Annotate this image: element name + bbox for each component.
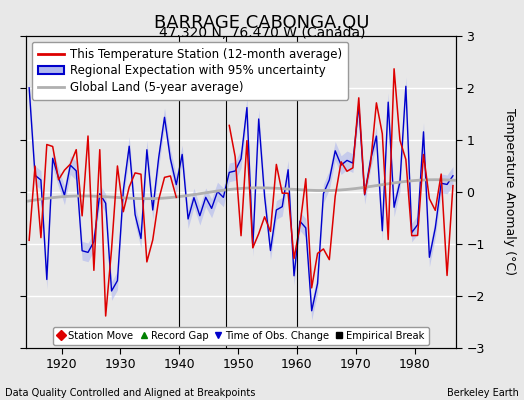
Legend: Station Move, Record Gap, Time of Obs. Change, Empirical Break: Station Move, Record Gap, Time of Obs. C… xyxy=(53,326,429,344)
Text: BARRAGE CABONGA,QU: BARRAGE CABONGA,QU xyxy=(154,14,370,32)
Text: Data Quality Controlled and Aligned at Breakpoints: Data Quality Controlled and Aligned at B… xyxy=(5,388,256,398)
Y-axis label: Temperature Anomaly (°C): Temperature Anomaly (°C) xyxy=(503,108,516,276)
Text: 47.320 N, 76.470 W (Canada): 47.320 N, 76.470 W (Canada) xyxy=(159,26,365,40)
Text: Berkeley Earth: Berkeley Earth xyxy=(447,388,519,398)
